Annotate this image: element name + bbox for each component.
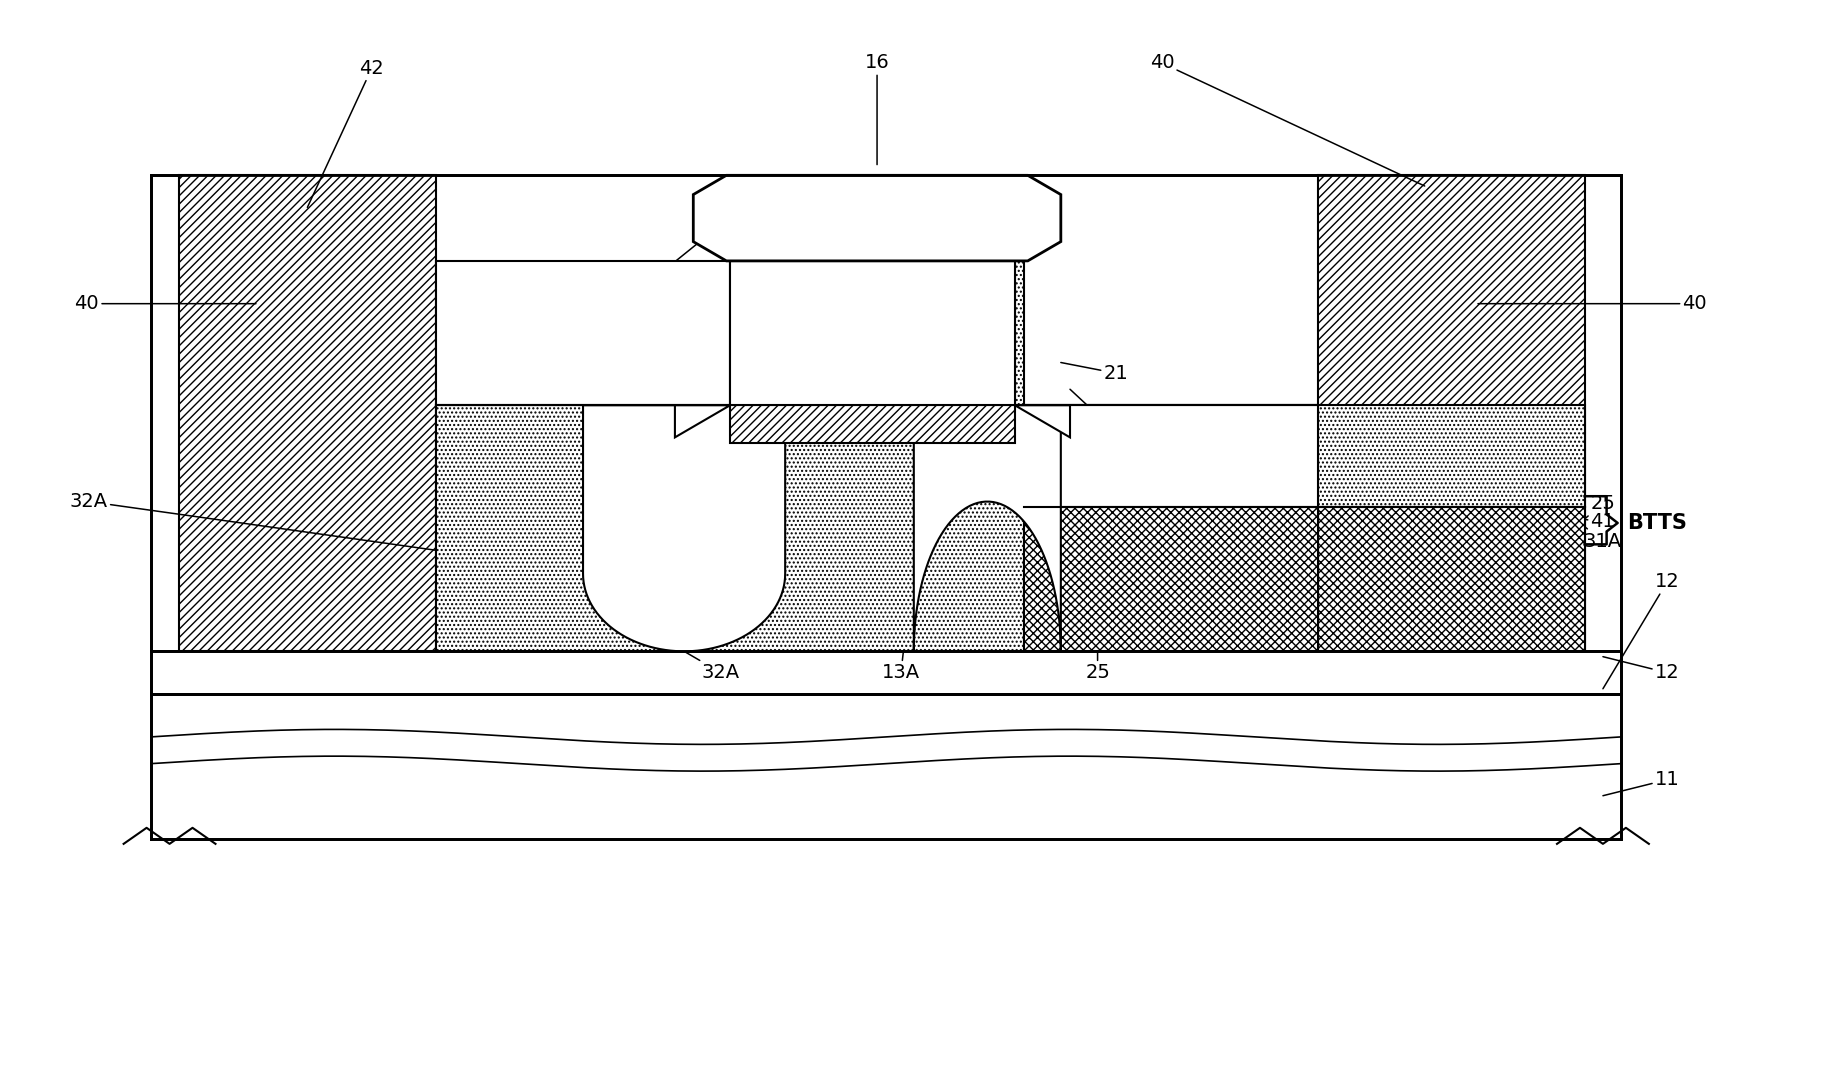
Text: 21: 21	[1061, 362, 1128, 383]
Text: 40: 40	[1150, 54, 1425, 186]
Polygon shape	[583, 405, 785, 651]
Polygon shape	[676, 405, 729, 438]
Bar	[1318, 176, 1584, 651]
Bar	[436, 261, 729, 405]
Bar	[436, 405, 1318, 651]
Text: 20: 20	[666, 438, 705, 576]
Text: 42: 42	[308, 59, 384, 207]
Bar	[1025, 507, 1318, 651]
Text: 25: 25	[1451, 494, 1615, 630]
Text: 25: 25	[1085, 640, 1109, 682]
Bar	[151, 176, 1621, 651]
Polygon shape	[694, 176, 1061, 261]
Bar	[151, 694, 1621, 839]
Text: 41: 41	[1451, 501, 1615, 531]
Text: 31A: 31A	[1198, 416, 1355, 479]
Text: 12: 12	[1602, 572, 1680, 689]
Text: 32A: 32A	[666, 640, 740, 682]
Text: 40: 40	[1479, 294, 1708, 314]
Bar	[1025, 405, 1318, 651]
Text: 11: 11	[1602, 770, 1680, 796]
Text: 12: 12	[1602, 657, 1680, 682]
Text: 32A: 32A	[70, 492, 546, 566]
Bar	[179, 176, 436, 651]
Text: BTTS: BTTS	[1626, 513, 1687, 533]
Text: 21: 21	[570, 239, 703, 345]
Bar	[1318, 507, 1584, 651]
Text: 14: 14	[1071, 389, 1128, 442]
Text: 13A: 13A	[882, 640, 919, 682]
Bar	[729, 405, 1015, 443]
Text: 40: 40	[74, 294, 257, 314]
Bar	[1015, 261, 1025, 405]
Text: 15: 15	[509, 362, 569, 415]
Bar	[729, 261, 1015, 405]
Text: 31A: 31A	[1451, 421, 1623, 551]
Bar	[1318, 405, 1584, 507]
Polygon shape	[1015, 405, 1071, 438]
Bar	[151, 651, 1621, 694]
Text: 20: 20	[932, 438, 1006, 576]
Polygon shape	[914, 405, 1061, 651]
Text: 16: 16	[864, 54, 890, 165]
